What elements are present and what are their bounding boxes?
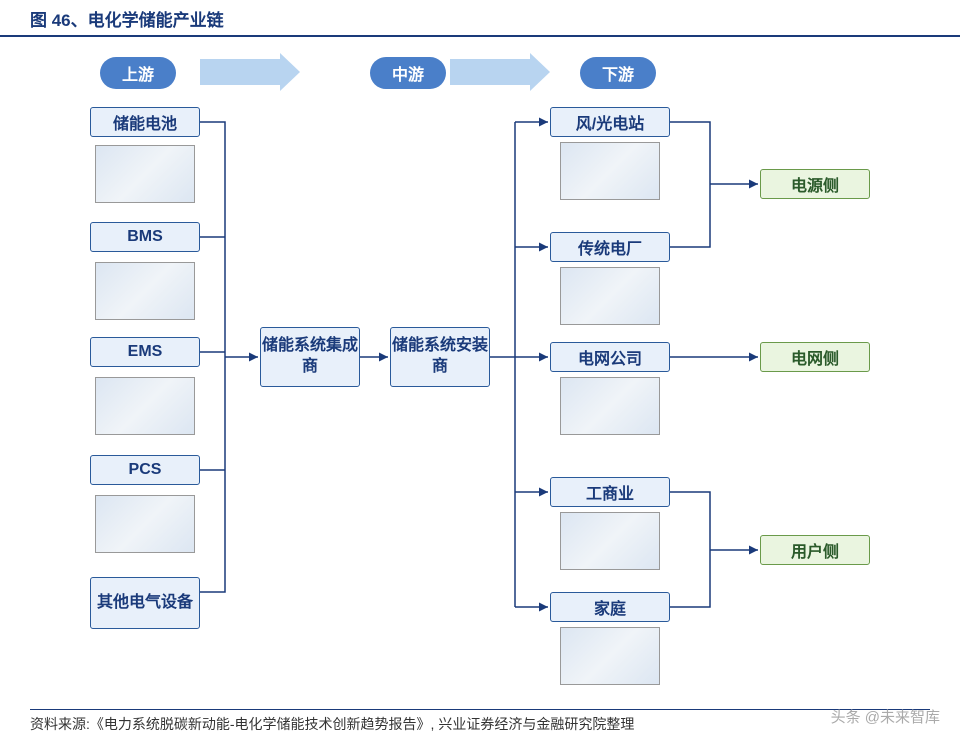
pill-midstream: 中游 [370, 57, 446, 89]
pill-downstream: 下游 [580, 57, 656, 89]
img-wind-solar [560, 142, 660, 200]
img-pcs [95, 495, 195, 553]
box-industry: 工商业 [550, 477, 670, 507]
box-user-side: 用户侧 [760, 535, 870, 565]
img-ems [95, 377, 195, 435]
box-bms: BMS [90, 222, 200, 252]
img-traditional-plant [560, 267, 660, 325]
box-battery: 储能电池 [90, 107, 200, 137]
img-industry [560, 512, 660, 570]
box-grid-side: 电网侧 [760, 342, 870, 372]
box-home: 家庭 [550, 592, 670, 622]
box-generation-side: 电源侧 [760, 169, 870, 199]
box-other-equip: 其他电气设备 [90, 577, 200, 629]
box-pcs: PCS [90, 455, 200, 485]
watermark: 头条 @未来智库 [831, 706, 940, 727]
img-home [560, 627, 660, 685]
pill-upstream: 上游 [100, 57, 176, 89]
arrow-up-mid [200, 59, 300, 85]
box-grid-company: 电网公司 [550, 342, 670, 372]
img-bms [95, 262, 195, 320]
box-wind-solar: 风/光电站 [550, 107, 670, 137]
img-battery [95, 145, 195, 203]
box-installer: 储能系统安装商 [390, 327, 490, 387]
box-integrator: 储能系统集成商 [260, 327, 360, 387]
source-note: 资料来源:《电力系统脱碳新动能-电化学储能技术创新趋势报告》, 兴业证券经济与金… [30, 709, 930, 735]
figure-title: 图 46、电化学储能产业链 [0, 0, 960, 37]
diagram-canvas: 上游 中游 下游 储能电池 BMS EMS PCS 其他电气设备 储能系统集成商… [0, 37, 960, 687]
box-traditional-plant: 传统电厂 [550, 232, 670, 262]
img-grid-company [560, 377, 660, 435]
arrow-mid-down [450, 59, 550, 85]
box-ems: EMS [90, 337, 200, 367]
